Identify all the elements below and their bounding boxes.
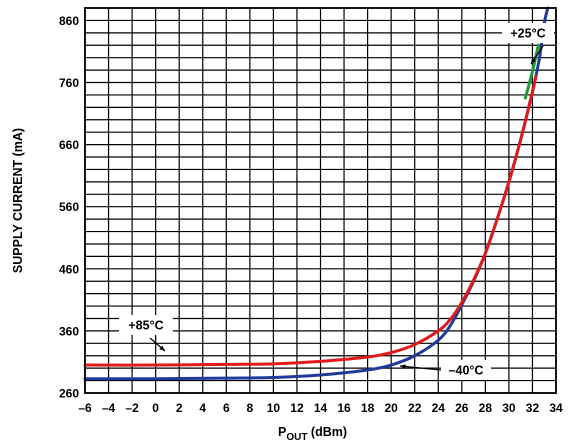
x-tick-label: 34	[549, 401, 563, 415]
y-tick-label: 460	[59, 262, 79, 276]
callout-arrowhead-40c	[400, 364, 406, 369]
callout-label-85c: +85°C	[128, 319, 163, 333]
x-tick-label: 24	[432, 401, 446, 415]
x-tick-label: 14	[314, 401, 328, 415]
x-tick-label: 2	[176, 401, 183, 415]
x-tick-label: 12	[290, 401, 304, 415]
y-tick-label: 560	[59, 200, 79, 214]
annotations: +25°C +85°C –40°C	[119, 23, 554, 380]
plot-frame	[84, 7, 557, 394]
x-axis-label: POUT (dBm)	[278, 425, 347, 443]
series-line-25c	[523, 43, 540, 100]
x-tick-label: 30	[502, 401, 516, 415]
callout-arrowhead-25c	[531, 58, 537, 64]
y-axis-label: SUPPLY CURRENT (mA)	[11, 128, 25, 273]
plot-border	[84, 7, 557, 394]
y-tick-label: 260	[59, 387, 79, 401]
x-tick-label: 18	[361, 401, 375, 415]
y-tick-label: 360	[59, 324, 79, 338]
x-tick-label: 10	[267, 401, 281, 415]
x-tick-label: 6	[223, 401, 230, 415]
x-tick-label: –2	[125, 401, 139, 415]
x-tick-label: 22	[408, 401, 422, 415]
callout-arrowhead-85c	[159, 345, 165, 351]
callout-box-25c	[502, 23, 554, 43]
tick-labels: –6 –4 –2 0 2 4 6 8 10 12 14 16 18 20 22 24 26 28 30 32 34260…	[59, 14, 563, 415]
callout-label-40c: –40°C	[449, 364, 484, 378]
x-tick-label: 20	[384, 401, 398, 415]
y-tick-label: 860	[59, 14, 79, 28]
series-lines	[83, 6, 550, 381]
x-tick-label: 26	[455, 401, 469, 415]
x-tick-label: 8	[247, 401, 254, 415]
callout-leader-40c	[399, 365, 442, 371]
callout-label-25c: +25°C	[510, 27, 545, 41]
callout-box-40c	[441, 360, 491, 380]
grid	[84, 7, 557, 394]
x-tick-label: 28	[479, 401, 493, 415]
y-tick-label: 760	[59, 76, 79, 90]
callout-box-85c	[119, 315, 173, 335]
x-tick-label: –4	[102, 401, 116, 415]
x-tick-label: 16	[337, 401, 351, 415]
series-line-85c	[83, 74, 538, 367]
x-tick-label: 32	[526, 401, 540, 415]
x-tick-label: 0	[152, 401, 159, 415]
x-tick-label: 4	[199, 401, 206, 415]
x-tick-label: –6	[78, 401, 92, 415]
y-tick-label: 660	[59, 138, 79, 152]
